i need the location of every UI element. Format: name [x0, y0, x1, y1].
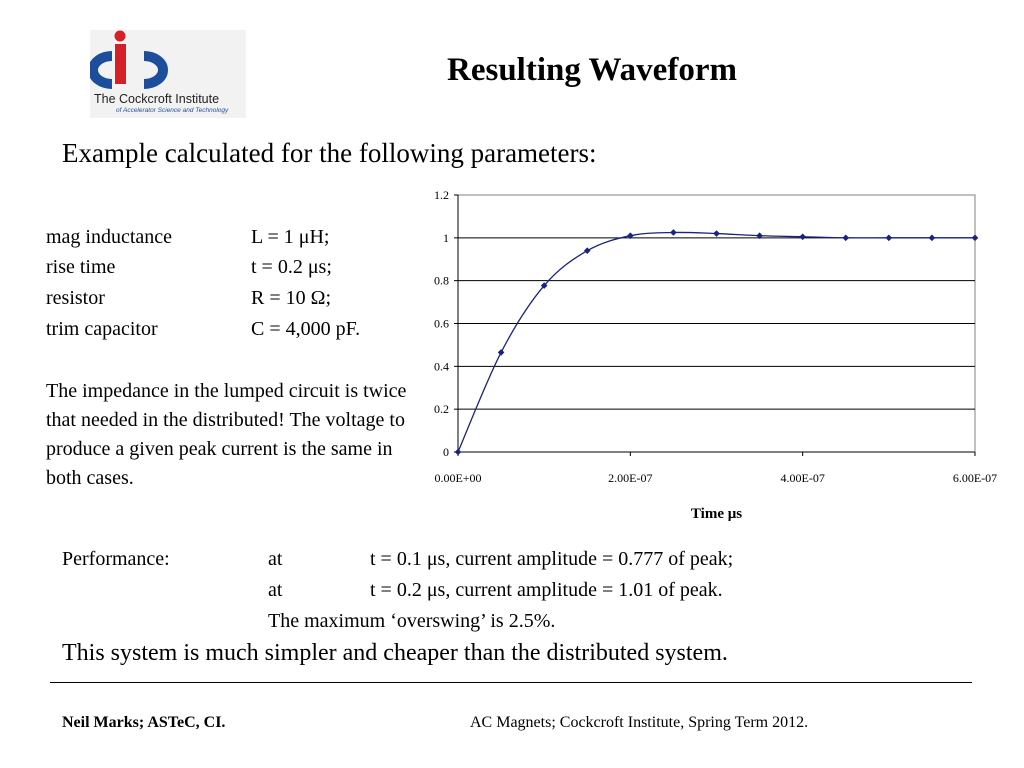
- cockcroft-institute-logo: [90, 30, 246, 118]
- impedance-note: The impedance in the lumped circuit is t…: [46, 380, 407, 489]
- data-point: [627, 232, 634, 239]
- parameter-label: mag inductance: [46, 226, 173, 248]
- x-tick-label: 4.00E-07: [781, 471, 825, 485]
- parameter-value: t = 0.2 μs;: [251, 256, 332, 278]
- x-axis-label: Time μs: [691, 506, 742, 522]
- performance-prefix: at: [268, 579, 283, 601]
- slide-subtitle: Example calculated for the following par…: [62, 138, 597, 168]
- parameter-value: C = 4,000 pF.: [251, 318, 361, 340]
- footer-divider: [50, 682, 972, 683]
- data-point: [799, 233, 806, 241]
- data-point: [756, 232, 763, 239]
- x-tick-label: 6.00E-07: [953, 471, 997, 485]
- data-point: [971, 234, 979, 242]
- logo-left-arc: [90, 51, 113, 89]
- data-point: [842, 234, 850, 242]
- y-tick-label: 0.8: [434, 274, 449, 288]
- x-tick-label: 2.00E-07: [608, 471, 652, 485]
- x-tick-label: 0.00E+00: [434, 471, 481, 485]
- y-tick-label: 1.2: [434, 188, 449, 202]
- data-point: [540, 282, 548, 289]
- data-point: [713, 230, 720, 237]
- y-tick-label: 0: [443, 445, 449, 459]
- y-tick-label: 0.4: [434, 359, 449, 373]
- data-point: [583, 247, 591, 254]
- data-point: [497, 349, 505, 356]
- max-overswing: The maximum ‘overswing’ is 2.5%.: [268, 610, 556, 632]
- logo-stem: [115, 44, 126, 84]
- y-tick-label: 1: [443, 231, 449, 245]
- parameter-value: R = 10 Ω;: [251, 287, 332, 309]
- footer-author: Neil Marks; ASTeC, CI.: [62, 714, 226, 731]
- y-tick-label: 0.2: [434, 402, 449, 416]
- parameter-value: L = 1 μH;: [251, 226, 330, 248]
- waveform-chart: 0 0.2 0.4 0.6 0.8 1 1.2 0.00E+00 2.00E-07 4.00E-0…: [434, 188, 997, 522]
- logo-dot: [114, 30, 126, 42]
- performance-line: t = 0.2 μs, current amplitude = 1.01 of …: [370, 579, 723, 601]
- footer-course: AC Magnets; Cockcroft Institute, Spring …: [470, 714, 809, 731]
- summary-statement: This system is much simpler and cheaper …: [62, 640, 728, 666]
- logo-name: The Cockcroft Institute: [94, 92, 220, 106]
- performance-label: Performance:: [62, 548, 170, 570]
- parameter-label: trim capacitor: [46, 318, 158, 340]
- logo-subtitle: of Accelerator Science and Technology: [116, 107, 229, 114]
- data-point: [928, 234, 936, 242]
- parameter-label: resistor: [46, 287, 105, 309]
- logo-right-arc: [143, 51, 168, 89]
- performance-line: t = 0.1 μs, current amplitude = 0.777 of…: [370, 548, 734, 570]
- slide-title: Resulting Waveform: [447, 52, 737, 88]
- parameter-label: rise time: [46, 256, 116, 278]
- y-tick-label: 0.6: [434, 317, 449, 331]
- data-point: [454, 448, 462, 456]
- series-line: [457, 231, 975, 453]
- performance-prefix: at: [268, 548, 283, 570]
- data-point: [670, 229, 677, 236]
- data-point: [885, 234, 893, 242]
